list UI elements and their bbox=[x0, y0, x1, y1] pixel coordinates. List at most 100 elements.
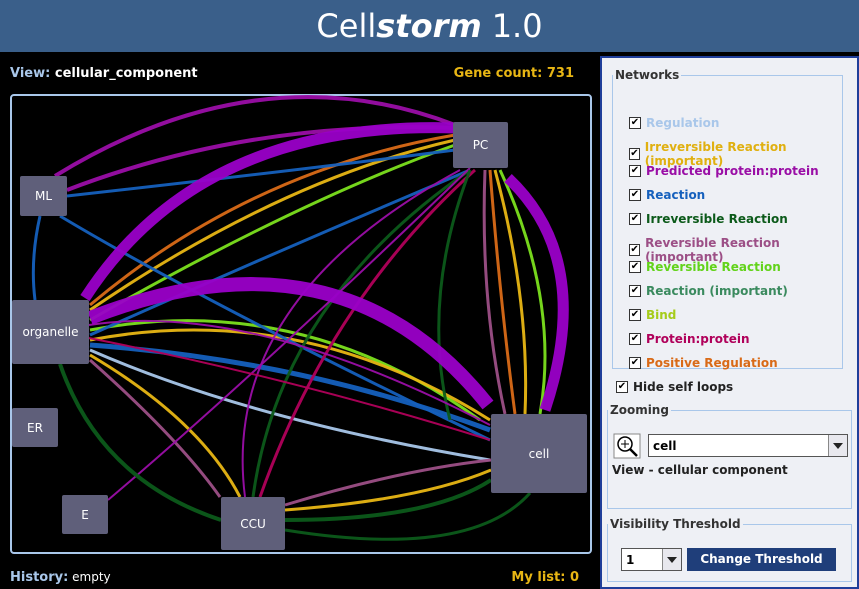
control-panel: Networks ✔ Regulation ✔ Irreversible Reactio… bbox=[600, 56, 859, 589]
zooming-group: Zooming cell View - cellular component bbox=[607, 403, 852, 509]
edge bbox=[89, 358, 222, 498]
networks-title: Networks bbox=[615, 68, 680, 82]
title-suffix: 1.0 bbox=[491, 7, 543, 45]
network-item[interactable]: ✔ Reaction bbox=[629, 188, 705, 202]
edge bbox=[284, 491, 532, 541]
edge bbox=[284, 458, 492, 507]
edge bbox=[88, 319, 491, 426]
checkbox[interactable]: ✔ bbox=[629, 309, 641, 321]
network-item[interactable]: ✔ Positive Regulation bbox=[629, 356, 778, 370]
edge bbox=[107, 167, 471, 501]
network-item[interactable]: ✔ Regulation bbox=[629, 116, 719, 130]
threshold-title: Visibility Threshold bbox=[610, 517, 741, 531]
view-value: cellular_component bbox=[54, 66, 198, 81]
network-item[interactable]: ✔ Reaction (important) bbox=[629, 284, 788, 298]
header: Cellstorm 1.0 bbox=[0, 0, 859, 52]
edge bbox=[493, 169, 528, 415]
change-threshold-button[interactable]: Change Threshold bbox=[687, 548, 836, 571]
graph-node[interactable]: PC bbox=[453, 122, 508, 168]
network-label: Positive Regulation bbox=[646, 356, 778, 370]
edge bbox=[31, 215, 42, 301]
graph-node[interactable]: ML bbox=[20, 176, 67, 216]
title-emphasis: storm bbox=[376, 7, 482, 45]
checkbox[interactable]: ✔ bbox=[629, 117, 641, 129]
edge bbox=[58, 363, 222, 522]
graph-node[interactable]: organelle bbox=[12, 300, 89, 364]
hide-self-loops[interactable]: ✔ Hide self loops bbox=[616, 380, 733, 394]
network-item[interactable]: ✔ Irreversible Reaction (important) bbox=[629, 140, 842, 168]
edge bbox=[488, 169, 517, 415]
networks-group: Networks ✔ Regulation ✔ Irreversible Reactio… bbox=[612, 68, 843, 370]
edges bbox=[31, 95, 569, 541]
edge bbox=[89, 138, 456, 312]
network-label: Bind bbox=[646, 308, 677, 322]
graph-node[interactable]: CCU bbox=[221, 497, 285, 550]
title-prefix: Cell bbox=[316, 7, 377, 45]
network-label: Predicted protein:protein bbox=[646, 164, 819, 178]
gene-count-value: 731 bbox=[546, 66, 574, 81]
my-list: My list: 0 bbox=[511, 570, 579, 585]
edge bbox=[89, 348, 491, 462]
edge bbox=[88, 337, 491, 441]
threshold-select[interactable]: 1 bbox=[621, 548, 682, 571]
edge bbox=[504, 173, 569, 412]
network-item[interactable]: ✔ Reversible Reaction (important) bbox=[629, 236, 842, 264]
checkbox[interactable]: ✔ bbox=[629, 213, 641, 225]
network-label: Reversible Reaction (important) bbox=[645, 236, 780, 264]
edge bbox=[437, 169, 472, 421]
edge bbox=[284, 468, 492, 512]
checkbox[interactable]: ✔ bbox=[629, 189, 641, 201]
edge bbox=[89, 133, 456, 307]
zoom-caption: View - cellular component bbox=[612, 463, 788, 477]
edge bbox=[89, 328, 491, 422]
checkbox[interactable]: ✔ bbox=[629, 165, 641, 177]
zoom-select[interactable]: cell bbox=[648, 434, 848, 457]
edge bbox=[66, 148, 456, 198]
edge bbox=[59, 214, 491, 442]
view-info: View: cellular_component bbox=[10, 66, 198, 81]
graph-node[interactable]: ER bbox=[12, 408, 58, 447]
gene-count-label: Gene count: bbox=[453, 66, 543, 81]
checkbox[interactable]: ✔ bbox=[629, 261, 641, 273]
checkbox[interactable]: ✔ bbox=[629, 357, 641, 369]
view-label: View: bbox=[10, 66, 51, 81]
checkbox[interactable]: ✔ bbox=[616, 381, 628, 393]
edge bbox=[53, 95, 456, 178]
checkbox[interactable]: ✔ bbox=[629, 148, 640, 160]
network-item[interactable]: ✔ Protein:protein bbox=[629, 332, 750, 346]
checkbox[interactable]: ✔ bbox=[629, 333, 641, 345]
edge bbox=[284, 478, 493, 522]
my-list-label: My list: bbox=[511, 570, 566, 585]
threshold-selected: 1 bbox=[626, 553, 635, 567]
network-item[interactable]: ✔ Irreversible Reaction bbox=[629, 212, 788, 226]
my-list-value: 0 bbox=[569, 570, 579, 585]
network-label: Reaction (important) bbox=[646, 284, 788, 298]
graph-node[interactable]: E bbox=[62, 495, 108, 534]
network-label: Regulation bbox=[646, 116, 720, 130]
graph-box[interactable] bbox=[10, 94, 592, 554]
edge bbox=[482, 169, 507, 415]
history-value: empty bbox=[72, 570, 111, 584]
network-item[interactable]: ✔ Bind bbox=[629, 308, 676, 322]
checkbox[interactable]: ✔ bbox=[629, 285, 641, 297]
edge bbox=[89, 143, 456, 322]
gene-count: Gene count: 731 bbox=[454, 66, 574, 81]
hide-self-loops-label: Hide self loops bbox=[633, 380, 734, 394]
history-label: History: bbox=[10, 570, 69, 585]
graph-node[interactable]: cell bbox=[491, 414, 587, 493]
edge bbox=[251, 168, 471, 498]
zoom-selected: cell bbox=[653, 439, 677, 453]
zoom-icon[interactable] bbox=[613, 433, 641, 459]
edge bbox=[258, 168, 477, 498]
network-item[interactable]: ✔ Predicted protein:protein bbox=[629, 164, 819, 178]
network-label: Reversible Reaction bbox=[646, 260, 781, 274]
network-item[interactable]: ✔ Reversible Reaction bbox=[629, 260, 781, 274]
edge bbox=[89, 353, 242, 498]
edge bbox=[498, 169, 547, 415]
network-label: Irreversible Reaction (important) bbox=[644, 140, 787, 168]
network-label: Protein:protein bbox=[646, 332, 750, 346]
edge bbox=[87, 277, 494, 410]
threshold-group: Visibility Threshold 1 Change Threshold bbox=[607, 517, 852, 582]
checkbox[interactable]: ✔ bbox=[629, 244, 641, 256]
